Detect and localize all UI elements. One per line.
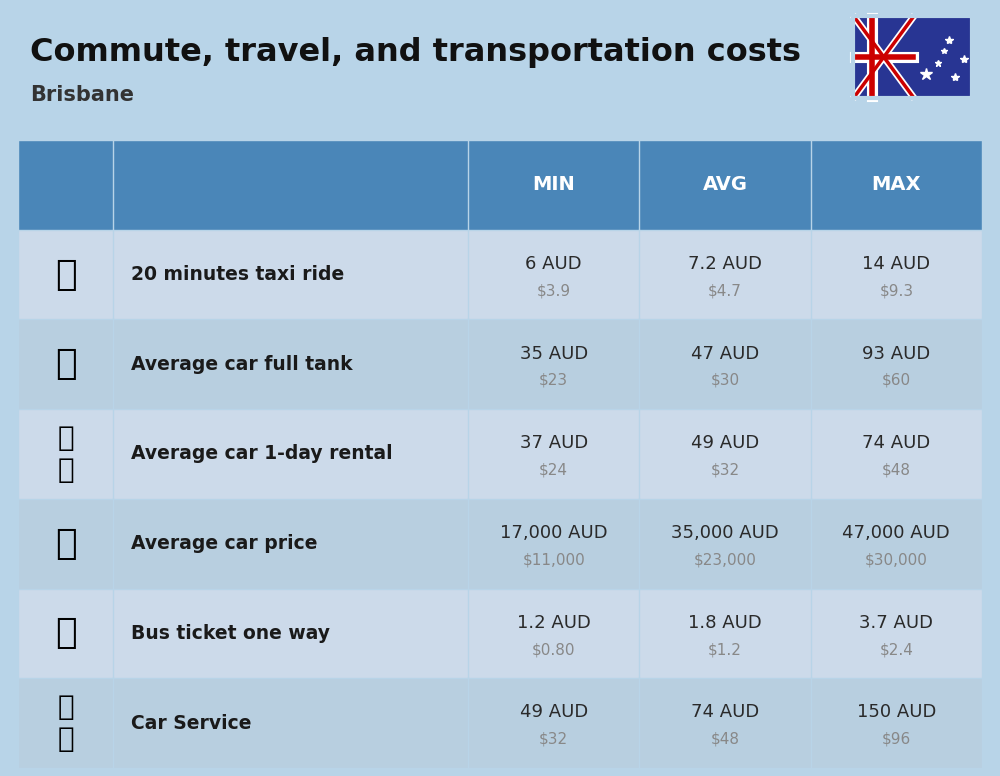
Bar — [468, 499, 639, 588]
Text: 35 AUD: 35 AUD — [520, 345, 588, 362]
Text: 1.8 AUD: 1.8 AUD — [688, 614, 762, 632]
Text: Bus ticket one way: Bus ticket one way — [131, 624, 330, 643]
Text: 🚌: 🚌 — [55, 616, 76, 650]
Text: $24: $24 — [539, 462, 568, 478]
Text: 35,000 AUD: 35,000 AUD — [671, 524, 779, 542]
Bar — [468, 140, 639, 230]
Text: $48: $48 — [882, 462, 911, 478]
Text: 49 AUD: 49 AUD — [691, 435, 759, 452]
Bar — [639, 588, 811, 678]
Text: $9.3: $9.3 — [879, 283, 913, 298]
Text: MAX: MAX — [872, 175, 921, 194]
Text: ⛽: ⛽ — [55, 348, 76, 381]
Bar — [639, 409, 811, 499]
Text: $32: $32 — [710, 462, 740, 478]
Text: $1.2: $1.2 — [708, 642, 742, 657]
Text: 74 AUD: 74 AUD — [691, 703, 759, 722]
Text: 20 minutes taxi ride: 20 minutes taxi ride — [131, 265, 344, 284]
Text: Average car 1-day rental: Average car 1-day rental — [131, 445, 393, 463]
Text: 🚗: 🚗 — [55, 527, 76, 561]
Text: Brisbane: Brisbane — [30, 85, 134, 105]
Text: 47 AUD: 47 AUD — [691, 345, 759, 362]
Bar — [113, 499, 468, 588]
Bar — [639, 320, 811, 409]
Bar — [811, 409, 982, 499]
Bar — [18, 499, 113, 588]
Text: $3.9: $3.9 — [537, 283, 571, 298]
Text: 3.7 AUD: 3.7 AUD — [859, 614, 933, 632]
Text: 🔧
🚗: 🔧 🚗 — [57, 693, 74, 753]
Text: Commute, travel, and transportation costs: Commute, travel, and transportation cost… — [30, 36, 801, 68]
Text: $23,000: $23,000 — [694, 553, 756, 567]
Text: $60: $60 — [882, 373, 911, 388]
Bar — [18, 409, 113, 499]
Bar — [639, 140, 811, 230]
Bar — [18, 230, 113, 320]
Bar — [811, 320, 982, 409]
Bar — [811, 230, 982, 320]
Text: $23: $23 — [539, 373, 568, 388]
Text: $4.7: $4.7 — [708, 283, 742, 298]
Text: $30: $30 — [710, 373, 740, 388]
Text: $96: $96 — [882, 732, 911, 747]
Text: Average car full tank: Average car full tank — [131, 355, 353, 374]
Bar — [468, 588, 639, 678]
Bar — [18, 678, 113, 768]
Bar — [468, 320, 639, 409]
Text: 14 AUD: 14 AUD — [862, 255, 930, 273]
Text: 🔑
🚙: 🔑 🚙 — [57, 424, 74, 484]
Text: 17,000 AUD: 17,000 AUD — [500, 524, 607, 542]
Text: 6 AUD: 6 AUD — [525, 255, 582, 273]
Text: Average car price: Average car price — [131, 534, 318, 553]
Bar — [468, 230, 639, 320]
Text: 7.2 AUD: 7.2 AUD — [688, 255, 762, 273]
Text: $32: $32 — [539, 732, 568, 747]
Text: 93 AUD: 93 AUD — [862, 345, 930, 362]
Text: 47,000 AUD: 47,000 AUD — [842, 524, 950, 542]
Text: 🚕: 🚕 — [55, 258, 76, 292]
Bar — [811, 588, 982, 678]
Bar — [468, 678, 639, 768]
Text: $48: $48 — [710, 732, 740, 747]
Text: 150 AUD: 150 AUD — [857, 703, 936, 722]
Bar — [18, 588, 113, 678]
Bar — [113, 140, 468, 230]
Bar — [113, 409, 468, 499]
Text: 49 AUD: 49 AUD — [520, 703, 588, 722]
Text: MIN: MIN — [532, 175, 575, 194]
Text: Car Service: Car Service — [131, 714, 252, 733]
Bar — [18, 140, 113, 230]
Bar — [639, 499, 811, 588]
Bar — [468, 409, 639, 499]
Bar — [113, 588, 468, 678]
Bar — [113, 230, 468, 320]
Text: 37 AUD: 37 AUD — [520, 435, 588, 452]
Text: $0.80: $0.80 — [532, 642, 575, 657]
Text: $2.4: $2.4 — [879, 642, 913, 657]
Bar — [811, 499, 982, 588]
Text: AVG: AVG — [702, 175, 748, 194]
Text: 1.2 AUD: 1.2 AUD — [517, 614, 591, 632]
Bar — [113, 320, 468, 409]
FancyBboxPatch shape — [853, 16, 972, 98]
Bar — [113, 678, 468, 768]
Bar — [18, 320, 113, 409]
Bar — [811, 140, 982, 230]
Bar — [639, 678, 811, 768]
Bar — [639, 230, 811, 320]
Text: $11,000: $11,000 — [522, 553, 585, 567]
Bar — [811, 678, 982, 768]
Text: $30,000: $30,000 — [865, 553, 928, 567]
Text: 74 AUD: 74 AUD — [862, 435, 930, 452]
